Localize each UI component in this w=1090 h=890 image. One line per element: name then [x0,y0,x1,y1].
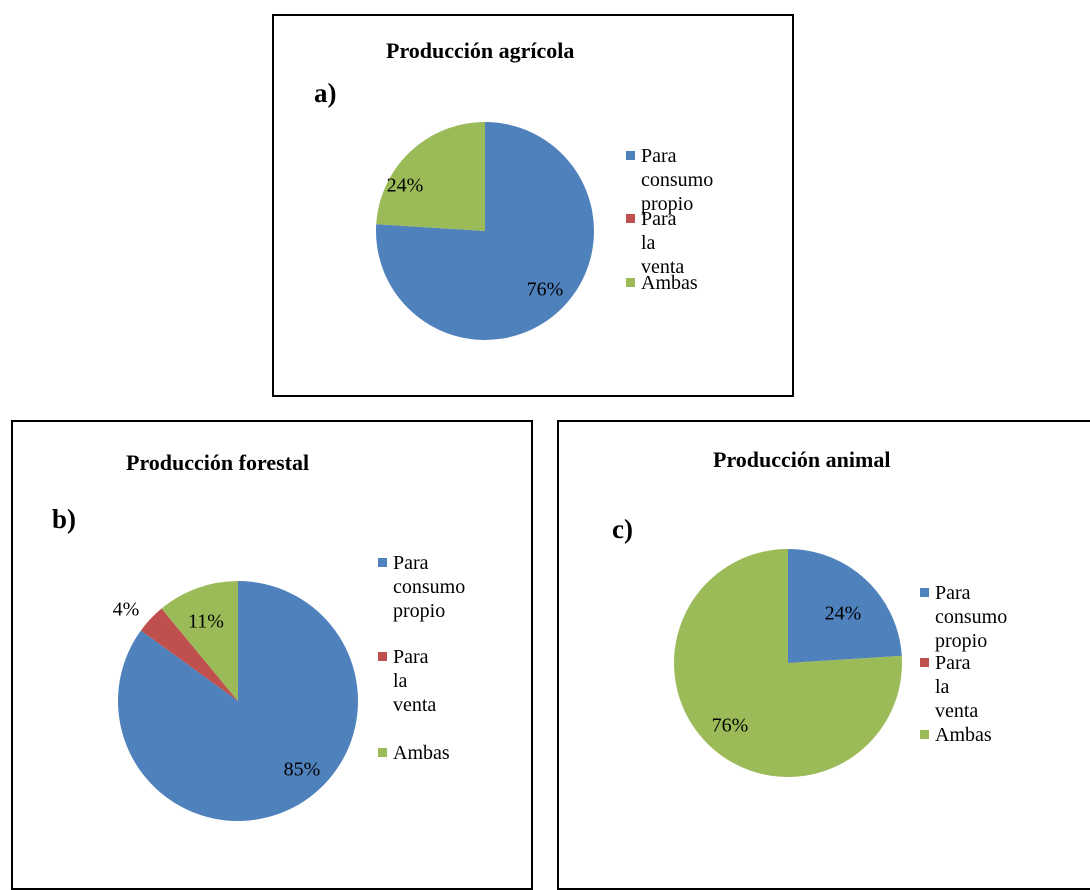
data-label-consumo: 76% [527,279,564,301]
legend-swatch [920,658,929,667]
pie-slice-consumo [118,581,359,821]
legend-item-ambas: Ambas [378,741,450,765]
pie-slice-ambas [674,549,902,777]
pie-chart: 76% 24% [376,122,594,340]
legend-item-venta: Para la venta [920,651,978,723]
chart-title: Producción agrícola [386,38,575,63]
legend-item-venta: Para la venta [378,645,436,717]
legend-item-consumo: Para consumo propio [626,144,713,216]
pie-slice-ambas [161,581,238,701]
legend-swatch [920,730,929,739]
legend-item-consumo: Para consumo propio [920,581,1007,653]
chart-title: Producción animal [713,447,891,472]
legend-swatch [626,151,635,160]
legend-label: Ambas [641,272,698,294]
panel-letter: c) [612,514,633,544]
legend-item-venta: Para la venta [626,207,684,279]
legend-label: Ambas [393,742,450,764]
legend-swatch [920,588,929,597]
chart-panel-animal: Producción animal c) 24% 76% Para consumo… [557,420,1090,890]
legend-label: Ambas [935,724,992,746]
legend-label: Para la venta [641,208,685,278]
legend-label: Para la venta [935,652,979,722]
panel-letter: a) [314,78,337,108]
panel-letter: b) [52,504,77,534]
data-label-consumo: 24% [825,603,862,625]
legend-label: Para consumo propio [393,552,466,622]
legend-item-ambas: Ambas [626,271,698,295]
data-label-ambas: 76% [712,715,749,737]
data-label-ambas: 11% [188,611,224,633]
pie-chart: 85% 4% 11% [113,581,359,821]
legend-label: Para la venta [393,646,437,716]
pie-slice-venta [140,608,238,701]
legend-item-ambas: Ambas [920,723,992,747]
legend-swatch [378,558,387,567]
chart-panel-forestal: Producción forestal b) 85% 4% 11% Para con… [11,420,533,890]
legend-label: Para consumo propio [935,582,1008,652]
data-label-consumo: 85% [284,759,321,781]
legend-swatch [378,748,387,757]
chart-panel-agricola: Producción agrícola a) 76% 24% Para consu… [272,14,794,397]
pie-slice-ambas [376,122,485,231]
legend-item-consumo: Para consumo propio [378,551,465,623]
legend-label: Para consumo propio [641,145,714,215]
legend-swatch [378,652,387,661]
data-label-ambas: 24% [387,175,424,197]
chart-title: Producción forestal [126,450,310,475]
pie-slice-consumo [788,549,902,663]
legend-swatch [626,278,635,287]
pie-chart: 24% 76% [674,549,902,777]
legend-swatch [626,214,635,223]
data-label-venta: 4% [113,599,140,621]
